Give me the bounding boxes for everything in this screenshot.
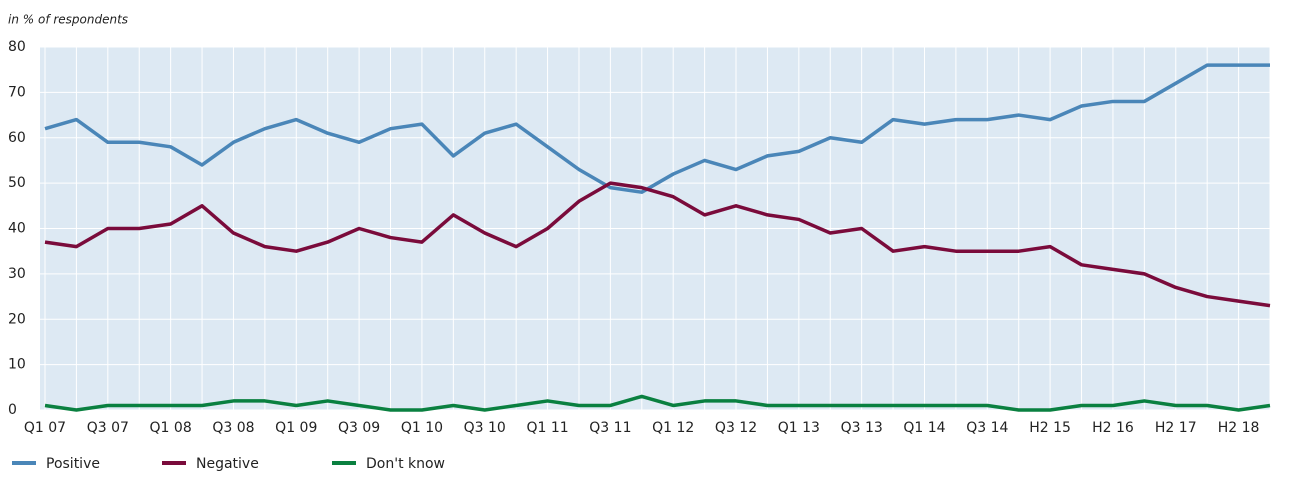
y-tick-label: 10 <box>8 357 26 373</box>
x-tick-label: Q3 07 <box>87 420 129 436</box>
x-tick-label: Q3 09 <box>338 420 380 436</box>
legend-label: Negative <box>196 456 259 472</box>
x-tick-label: Q1 14 <box>903 420 945 436</box>
y-tick-label: 20 <box>8 311 26 327</box>
x-tick-label: Q3 13 <box>841 420 883 436</box>
x-tick-label: Q3 14 <box>966 420 1008 436</box>
x-tick-label: H2 16 <box>1092 420 1134 436</box>
x-tick-label: H2 17 <box>1155 420 1197 436</box>
x-tick-label: Q3 12 <box>715 420 757 436</box>
x-tick-label: Q1 13 <box>778 420 820 436</box>
series-line <box>44 63 1270 194</box>
x-tick-label: Q1 07 <box>24 420 66 436</box>
legend-label: Positive <box>46 456 100 472</box>
x-tick-label: Q3 11 <box>589 420 631 436</box>
y-tick-label: 50 <box>8 175 26 191</box>
y-tick-label: 60 <box>8 130 26 146</box>
x-tick-label: Q1 08 <box>150 420 192 436</box>
legend-label: Don't know <box>366 456 445 472</box>
x-tick-label: Q3 08 <box>212 420 254 436</box>
y-tick-label: 70 <box>8 84 26 100</box>
chart-subtitle: in % of respondents <box>8 13 128 27</box>
x-tick-label: Q3 10 <box>464 420 506 436</box>
x-tick-label: H2 18 <box>1218 420 1260 436</box>
x-tick-label: Q1 11 <box>526 420 568 436</box>
x-tick-label: Q1 12 <box>652 420 694 436</box>
series-line <box>44 181 1271 308</box>
series-line <box>44 394 1271 412</box>
x-tick-label: Q1 09 <box>275 420 317 436</box>
y-tick-label: 40 <box>8 221 26 237</box>
y-tick-label: 0 <box>8 402 17 418</box>
y-tick-label: 30 <box>8 266 26 282</box>
y-tick-label: 80 <box>8 39 26 55</box>
x-tick-label: H2 15 <box>1029 420 1071 436</box>
x-tick-label: Q1 10 <box>401 420 443 436</box>
